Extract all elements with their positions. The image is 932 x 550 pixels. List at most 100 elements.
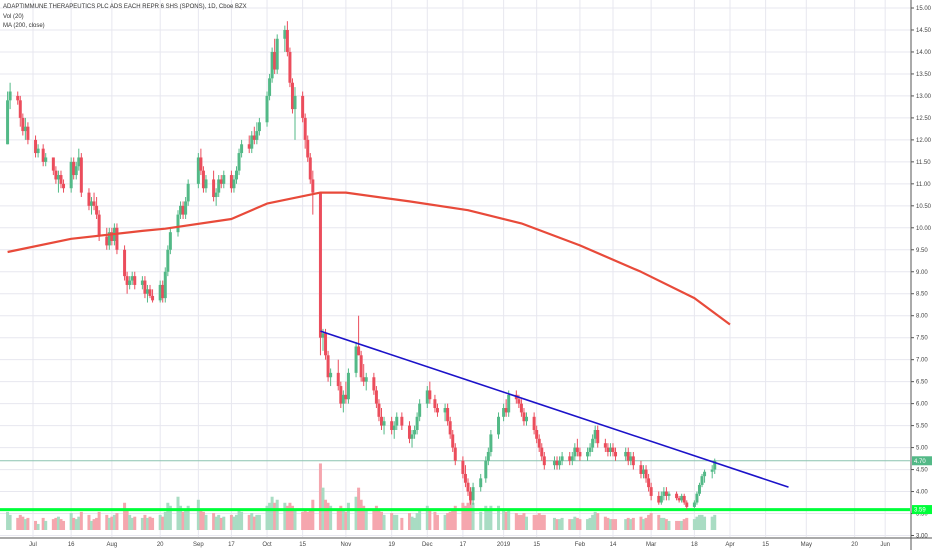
y-tick-label: 4.00 — [916, 490, 928, 496]
volume-bar — [62, 520, 66, 530]
volume-bar — [471, 502, 475, 530]
volume-bar — [123, 502, 127, 530]
x-tick-label: 20 — [157, 542, 164, 548]
volume-bar — [469, 499, 473, 530]
volume-bar — [377, 508, 381, 530]
candle-body — [250, 135, 254, 149]
candle-body — [176, 214, 180, 233]
volume-bar — [558, 519, 562, 530]
volume-bar — [642, 519, 646, 530]
candle-body — [79, 157, 83, 193]
volume-bar — [247, 514, 251, 530]
candle-body — [133, 276, 137, 285]
volume-bar — [611, 519, 615, 530]
candle-body — [700, 476, 704, 485]
volume-bar — [664, 519, 668, 530]
volume-bar — [90, 520, 94, 530]
volume-bar — [217, 514, 221, 530]
volume-bar — [252, 516, 256, 530]
volume-bar — [497, 505, 501, 530]
volume-bar — [97, 511, 101, 530]
volume-bar — [407, 513, 411, 530]
y-tick-label: 9.00 — [916, 270, 928, 276]
volume-bar — [161, 516, 165, 530]
volume-bar — [257, 514, 261, 530]
volume-bar — [435, 514, 439, 530]
candle-body — [255, 131, 259, 140]
volume-bar — [542, 514, 546, 530]
candle-body — [326, 355, 330, 378]
candle-body — [593, 430, 597, 439]
chart-title: ADAPTIMMUNE THERAPEUTICS PLC ADS EACH RE… — [3, 4, 247, 10]
volume-bar — [283, 502, 287, 530]
volume-bar — [196, 499, 200, 530]
candle-body — [639, 465, 643, 474]
volume-bar — [443, 514, 447, 530]
candle-body — [657, 495, 661, 503]
candle-body — [540, 447, 544, 457]
candle-body — [90, 201, 94, 206]
candle-body — [535, 430, 539, 439]
volume-bar — [682, 519, 686, 530]
volume-bar — [219, 517, 223, 530]
volume-bar — [588, 517, 592, 530]
volume-bar — [8, 514, 12, 530]
volume-bar — [400, 517, 404, 530]
candle-body — [517, 399, 521, 404]
x-tick-label: 15 — [299, 542, 306, 548]
volume-bar — [336, 508, 340, 530]
candle-body — [16, 95, 20, 101]
volume-bar — [92, 519, 96, 530]
x-tick-label: Nov — [341, 542, 352, 548]
candle-body — [428, 390, 432, 400]
volume-bar — [700, 514, 704, 530]
volume-bar — [23, 519, 27, 530]
candle-body — [268, 78, 272, 96]
candle-body — [54, 170, 58, 180]
volume-bar — [270, 496, 274, 530]
candle-body — [372, 377, 376, 391]
y-tick-label: 15.00 — [916, 6, 932, 12]
candle-body — [148, 289, 152, 296]
volume-bar — [552, 517, 556, 530]
candle-body — [36, 148, 40, 154]
volume-bar — [461, 502, 465, 530]
candle-body — [41, 148, 45, 162]
candle-body — [466, 482, 470, 492]
candle-body — [306, 139, 310, 158]
volume-bar — [514, 513, 518, 530]
volume-bar — [214, 516, 218, 530]
volume-bar — [586, 519, 590, 530]
volume-bar — [428, 508, 432, 530]
volume-bar — [507, 508, 511, 530]
volume-bar — [140, 517, 144, 530]
candle-body — [219, 179, 223, 184]
volume-bar — [199, 508, 203, 530]
x-tick-label: Aug — [107, 542, 118, 548]
x-tick-label: Mar — [646, 542, 656, 548]
volume-bar — [306, 511, 310, 530]
volume-bar — [354, 496, 358, 530]
volume-bar — [675, 520, 679, 530]
volume-bar — [341, 508, 345, 530]
x-tick-label: 16 — [68, 542, 75, 548]
volume-bar — [425, 505, 429, 530]
candle-body — [26, 126, 30, 140]
candle-body — [240, 144, 244, 154]
y-tick-label: 12.50 — [916, 116, 932, 122]
volume-bar — [517, 514, 521, 530]
candle-body — [252, 135, 256, 140]
volume-bar — [692, 519, 696, 530]
y-tick-label: 10.00 — [916, 226, 932, 232]
y-tick-label: 5.00 — [916, 446, 928, 452]
candle-body — [51, 157, 55, 171]
candle-body — [237, 153, 241, 171]
candle-body — [642, 469, 646, 474]
volume-bar — [265, 505, 269, 530]
volume-bar — [151, 517, 155, 530]
candle-body — [662, 491, 666, 496]
y-tick-label: 14.00 — [916, 50, 932, 56]
candle-body — [507, 394, 511, 413]
candle-body — [270, 51, 274, 79]
volume-bar — [186, 505, 190, 530]
